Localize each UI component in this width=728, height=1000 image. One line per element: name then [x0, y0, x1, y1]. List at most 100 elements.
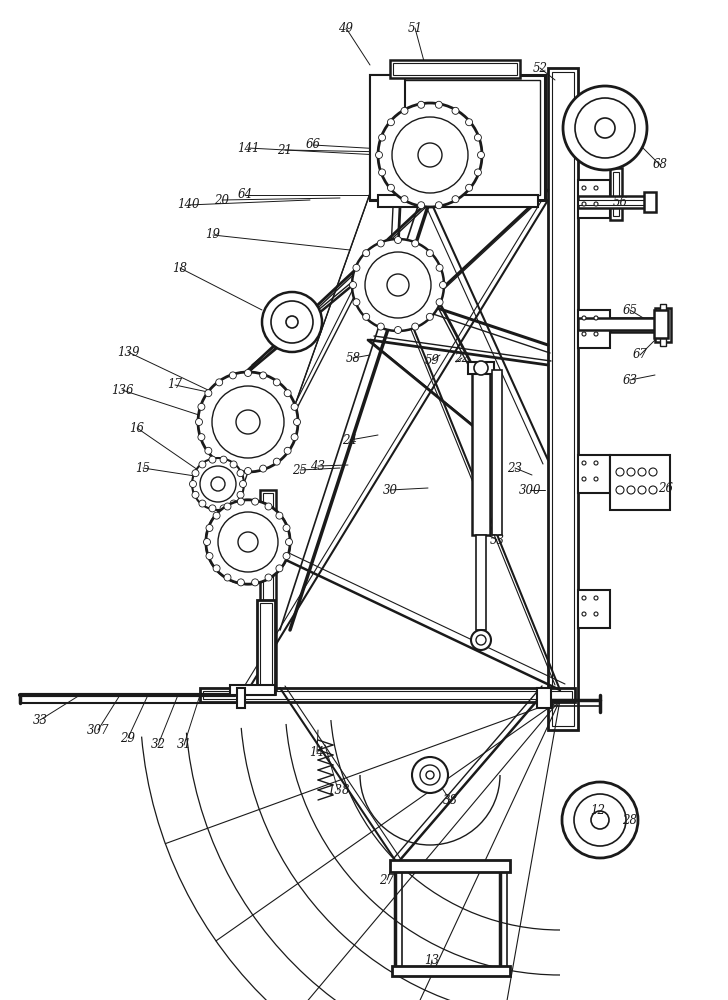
Circle shape — [236, 410, 260, 434]
Circle shape — [273, 379, 280, 386]
Circle shape — [237, 579, 245, 586]
Circle shape — [215, 379, 223, 386]
Bar — [578, 455, 610, 493]
Text: 68: 68 — [652, 158, 668, 172]
Bar — [237, 688, 245, 708]
Text: 26: 26 — [659, 482, 673, 494]
Circle shape — [293, 418, 301, 426]
Text: 28: 28 — [622, 814, 638, 826]
Text: 59: 59 — [424, 354, 440, 366]
Circle shape — [276, 512, 283, 519]
Text: 17: 17 — [167, 378, 183, 391]
Bar — [537, 688, 551, 708]
Bar — [578, 590, 610, 628]
Bar — [660, 304, 666, 346]
Circle shape — [427, 313, 433, 320]
Circle shape — [265, 574, 272, 581]
Text: 16: 16 — [130, 422, 144, 434]
Circle shape — [209, 456, 216, 463]
Bar — [370, 75, 405, 200]
Circle shape — [412, 240, 419, 247]
Bar — [476, 535, 486, 630]
Circle shape — [192, 458, 244, 510]
Circle shape — [209, 505, 216, 512]
Text: 19: 19 — [205, 229, 221, 241]
Circle shape — [638, 486, 646, 494]
Circle shape — [594, 202, 598, 206]
Text: 138: 138 — [327, 784, 349, 796]
Bar — [390, 60, 520, 78]
Text: 65: 65 — [622, 304, 638, 316]
Text: 307: 307 — [87, 724, 109, 736]
Bar — [578, 180, 610, 218]
Circle shape — [452, 196, 459, 203]
Circle shape — [353, 264, 360, 271]
Circle shape — [418, 101, 424, 108]
Circle shape — [562, 782, 638, 858]
Circle shape — [376, 151, 382, 158]
Circle shape — [205, 499, 291, 585]
Circle shape — [204, 538, 210, 546]
Text: 52: 52 — [532, 62, 547, 75]
Bar — [390, 860, 510, 872]
Bar — [578, 310, 610, 348]
Bar — [492, 370, 502, 535]
Circle shape — [224, 574, 231, 581]
Circle shape — [379, 169, 386, 176]
Text: 300: 300 — [519, 484, 541, 496]
Circle shape — [206, 553, 213, 560]
Text: 64: 64 — [237, 188, 253, 202]
Text: 27: 27 — [379, 874, 395, 886]
Bar — [378, 195, 538, 207]
Circle shape — [582, 316, 586, 320]
Circle shape — [211, 477, 225, 491]
Text: 51: 51 — [408, 21, 422, 34]
Circle shape — [595, 118, 615, 138]
Circle shape — [245, 468, 251, 475]
Bar — [203, 691, 572, 699]
Circle shape — [240, 481, 247, 488]
Bar — [263, 493, 273, 687]
Circle shape — [471, 630, 491, 650]
Circle shape — [594, 596, 598, 600]
Circle shape — [412, 323, 419, 330]
Circle shape — [229, 372, 237, 379]
Text: 38: 38 — [443, 794, 457, 806]
Circle shape — [418, 202, 424, 209]
Bar — [375, 80, 540, 195]
Bar — [548, 68, 578, 730]
Circle shape — [420, 765, 440, 785]
Circle shape — [252, 498, 258, 505]
Circle shape — [252, 579, 258, 586]
Circle shape — [582, 461, 586, 465]
Circle shape — [387, 119, 395, 126]
Circle shape — [212, 386, 284, 458]
Circle shape — [616, 486, 624, 494]
Circle shape — [199, 461, 206, 468]
Circle shape — [291, 403, 298, 410]
Bar — [610, 455, 670, 510]
Text: 23: 23 — [507, 462, 523, 475]
Circle shape — [582, 202, 586, 206]
Text: 30: 30 — [382, 484, 397, 496]
Circle shape — [230, 500, 237, 507]
Circle shape — [192, 491, 199, 498]
Circle shape — [563, 86, 647, 170]
Circle shape — [276, 565, 283, 572]
Circle shape — [387, 184, 395, 191]
Circle shape — [192, 470, 199, 477]
Circle shape — [474, 361, 488, 375]
Circle shape — [283, 553, 290, 560]
Circle shape — [206, 500, 290, 584]
Bar — [578, 318, 658, 330]
Bar — [200, 688, 575, 702]
Bar — [230, 685, 275, 695]
Bar — [393, 63, 517, 75]
Circle shape — [627, 468, 635, 476]
Circle shape — [198, 434, 205, 441]
Bar — [260, 490, 276, 690]
Text: 32: 32 — [151, 738, 165, 752]
Circle shape — [594, 477, 598, 481]
Circle shape — [436, 299, 443, 306]
Circle shape — [475, 134, 481, 141]
